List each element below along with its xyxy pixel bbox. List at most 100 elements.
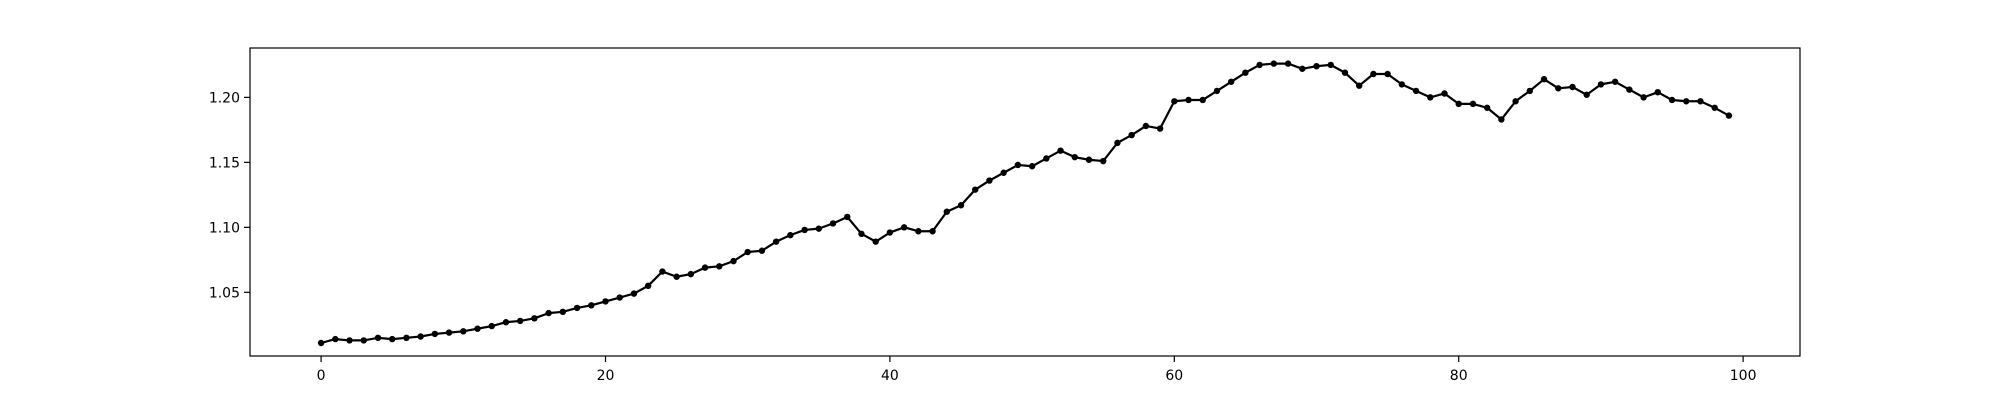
data-point bbox=[488, 322, 495, 330]
data-point bbox=[1341, 69, 1349, 76]
data-point bbox=[1540, 75, 1548, 83]
data-point bbox=[474, 325, 481, 332]
data-point bbox=[616, 294, 623, 301]
data-point bbox=[1313, 62, 1320, 70]
data-point bbox=[1227, 78, 1235, 85]
data-point bbox=[1483, 104, 1491, 111]
data-point bbox=[1583, 91, 1590, 98]
data-point bbox=[815, 225, 823, 232]
data-point bbox=[1412, 87, 1420, 95]
data-point bbox=[545, 309, 552, 317]
data-point bbox=[744, 248, 751, 256]
plot-area bbox=[250, 48, 1800, 356]
data-point bbox=[1156, 125, 1164, 132]
data-point bbox=[1242, 69, 1249, 76]
data-point bbox=[1256, 61, 1263, 69]
data-point bbox=[701, 264, 709, 271]
data-point bbox=[1000, 169, 1007, 176]
data-point bbox=[460, 328, 467, 335]
data-point bbox=[559, 308, 567, 316]
data-point bbox=[730, 257, 737, 265]
data-point bbox=[644, 282, 652, 290]
data-point bbox=[588, 302, 595, 309]
data-point bbox=[502, 319, 510, 326]
data-point bbox=[360, 337, 367, 344]
data-point bbox=[1711, 104, 1718, 111]
data-point bbox=[1043, 155, 1050, 162]
y-tick-label: 1.05 bbox=[209, 285, 240, 301]
x-axis-ticks: 0 20 40 60 80 100 bbox=[317, 356, 1756, 384]
x-tick-label: 60 bbox=[1165, 368, 1183, 384]
data-point bbox=[1469, 100, 1477, 108]
data-point bbox=[1668, 96, 1676, 104]
x-tick-label: 0 bbox=[317, 368, 326, 384]
data-point bbox=[1611, 78, 1619, 85]
data-point bbox=[1441, 90, 1448, 97]
data-point bbox=[1014, 161, 1022, 169]
data-point bbox=[1725, 112, 1733, 119]
data-point bbox=[1199, 96, 1206, 104]
data-point bbox=[602, 298, 609, 305]
y-tick-label: 1.10 bbox=[209, 220, 240, 236]
data-point bbox=[673, 273, 680, 280]
data-point bbox=[1100, 157, 1107, 165]
data-point bbox=[1370, 70, 1377, 78]
data-point bbox=[1455, 100, 1462, 108]
y-tick-label: 1.20 bbox=[209, 90, 240, 106]
data-point bbox=[872, 238, 879, 245]
data-point bbox=[1683, 98, 1690, 105]
data-point bbox=[516, 317, 524, 325]
data-point bbox=[1128, 131, 1135, 139]
data-point bbox=[1384, 70, 1391, 78]
data-point bbox=[1597, 81, 1605, 88]
data-point bbox=[1114, 139, 1121, 147]
data-point bbox=[957, 202, 965, 209]
data-point bbox=[943, 208, 950, 215]
data-point bbox=[1085, 156, 1093, 163]
data-point bbox=[1355, 82, 1363, 89]
data-point bbox=[1270, 60, 1278, 67]
data-point bbox=[531, 315, 538, 322]
data-point bbox=[844, 213, 851, 221]
data-point bbox=[1327, 61, 1334, 69]
data-point bbox=[630, 290, 638, 297]
data-point bbox=[389, 335, 396, 343]
data-point bbox=[1526, 87, 1534, 95]
data-point bbox=[317, 339, 325, 347]
data-point bbox=[1555, 85, 1562, 92]
data-point bbox=[1498, 116, 1505, 123]
data-point bbox=[1398, 81, 1406, 88]
data-point bbox=[1697, 98, 1704, 105]
plot-frame bbox=[249, 47, 1801, 357]
data-point bbox=[1640, 94, 1647, 101]
data-point bbox=[374, 334, 382, 342]
data-point bbox=[787, 231, 794, 239]
data-point bbox=[659, 268, 666, 275]
data-point bbox=[858, 230, 865, 238]
data-point bbox=[346, 337, 353, 344]
data-point bbox=[573, 304, 581, 312]
x-tick-label: 20 bbox=[597, 368, 615, 384]
data-point bbox=[431, 330, 439, 338]
data-point bbox=[1626, 86, 1633, 93]
data-point bbox=[1512, 98, 1519, 105]
data-point bbox=[417, 333, 424, 340]
data-point bbox=[886, 229, 894, 236]
series-line bbox=[320, 62, 1730, 345]
data-point bbox=[972, 186, 979, 193]
data-point bbox=[716, 263, 723, 270]
y-tick-label: 1.15 bbox=[209, 155, 240, 171]
data-point bbox=[929, 228, 936, 235]
data-point bbox=[986, 177, 993, 184]
data-point bbox=[332, 335, 339, 343]
data-point bbox=[1427, 94, 1434, 101]
data-point bbox=[1284, 60, 1292, 67]
data-point bbox=[801, 226, 808, 234]
data-point bbox=[758, 247, 766, 254]
data-point bbox=[1654, 88, 1662, 96]
data-point bbox=[1569, 83, 1576, 91]
x-tick-label: 80 bbox=[1450, 368, 1468, 384]
data-point bbox=[915, 228, 922, 235]
data-point bbox=[1185, 96, 1192, 104]
